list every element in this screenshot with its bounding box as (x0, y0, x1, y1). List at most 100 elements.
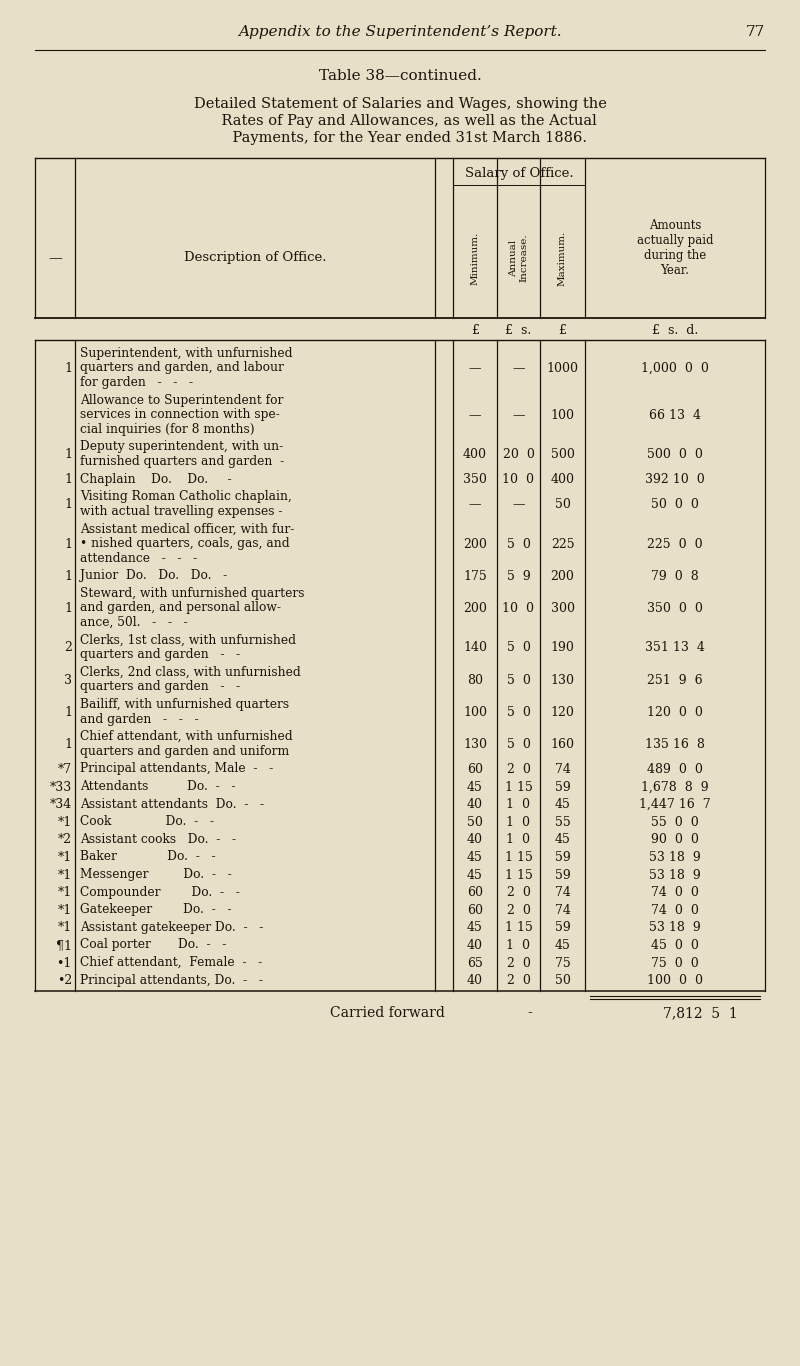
Text: £: £ (558, 324, 566, 336)
Text: 1: 1 (64, 738, 72, 751)
Text: 45: 45 (554, 833, 570, 847)
Text: 5  0: 5 0 (506, 738, 530, 751)
Text: 1 15: 1 15 (505, 780, 533, 794)
Text: 100  0  0: 100 0 0 (647, 974, 703, 988)
Text: ¶1: ¶1 (56, 938, 72, 952)
Text: • nished quarters, coals, gas, and: • nished quarters, coals, gas, and (80, 537, 290, 550)
Text: Payments, for the Year ended 31st March 1886.: Payments, for the Year ended 31st March … (214, 131, 586, 145)
Text: 59: 59 (554, 921, 570, 934)
Text: 50  0  0: 50 0 0 (651, 499, 699, 511)
Text: Superintendent, with unfurnished: Superintendent, with unfurnished (80, 347, 293, 359)
Text: 40: 40 (467, 833, 483, 847)
Text: 200: 200 (550, 570, 574, 583)
Text: 7,812  5  1: 7,812 5 1 (662, 1007, 738, 1020)
Text: 135 16  8: 135 16 8 (645, 738, 705, 751)
Text: 59: 59 (554, 851, 570, 863)
Text: Salary of Office.: Salary of Office. (465, 168, 574, 180)
Text: 40: 40 (467, 938, 483, 952)
Text: 50: 50 (554, 974, 570, 988)
Text: 200: 200 (463, 537, 487, 550)
Text: 5  0: 5 0 (506, 673, 530, 687)
Text: Annual
Increase.: Annual Increase. (509, 234, 528, 283)
Text: 1,678  8  9: 1,678 8 9 (641, 780, 709, 794)
Text: Compounder        Do.  -   -: Compounder Do. - - (80, 885, 240, 899)
Text: 40: 40 (467, 798, 483, 811)
Text: 1  0: 1 0 (506, 816, 530, 829)
Text: 1  0: 1 0 (506, 938, 530, 952)
Text: 20  0: 20 0 (502, 448, 534, 462)
Text: 3: 3 (64, 673, 72, 687)
Text: £  s.  d.: £ s. d. (652, 324, 698, 336)
Text: 489  0  0: 489 0 0 (647, 762, 703, 776)
Text: 90  0  0: 90 0 0 (651, 833, 699, 847)
Text: *1: *1 (58, 869, 72, 881)
Text: 45  0  0: 45 0 0 (651, 938, 699, 952)
Text: 45: 45 (554, 938, 570, 952)
Text: 1 15: 1 15 (505, 921, 533, 934)
Text: Principal attendants, Do.  -   -: Principal attendants, Do. - - (80, 974, 263, 986)
Text: 2: 2 (64, 642, 72, 654)
Text: 74  0  0: 74 0 0 (651, 904, 699, 917)
Text: 55  0  0: 55 0 0 (651, 816, 699, 829)
Text: Coal porter       Do.  -   -: Coal porter Do. - - (80, 938, 226, 951)
Text: 1  0: 1 0 (506, 833, 530, 847)
Text: 75: 75 (554, 956, 570, 970)
Text: 350  0  0: 350 0 0 (647, 602, 703, 615)
Text: £: £ (471, 324, 479, 336)
Text: —: — (512, 362, 525, 374)
Text: attendance   -   -   -: attendance - - - (80, 552, 198, 564)
Text: 79  0  8: 79 0 8 (651, 570, 699, 583)
Text: 1: 1 (64, 706, 72, 719)
Text: 300: 300 (550, 602, 574, 615)
Text: 74: 74 (554, 762, 570, 776)
Text: 351 13  4: 351 13 4 (645, 642, 705, 654)
Text: Attendants          Do.  -   -: Attendants Do. - - (80, 780, 235, 794)
Text: 59: 59 (554, 869, 570, 881)
Text: 77: 77 (746, 25, 765, 40)
Text: Maximum.: Maximum. (558, 231, 567, 285)
Text: 74: 74 (554, 904, 570, 917)
Text: Minimum.: Minimum. (470, 231, 479, 284)
Text: 10  0: 10 0 (502, 473, 534, 486)
Text: 350: 350 (463, 473, 487, 486)
Text: *1: *1 (58, 887, 72, 899)
Text: Junior  Do.   Do.   Do.   -: Junior Do. Do. Do. - (80, 570, 227, 582)
Text: 74: 74 (554, 887, 570, 899)
Text: 1: 1 (64, 602, 72, 615)
Text: 1: 1 (64, 537, 72, 550)
Text: 66 13  4: 66 13 4 (649, 408, 701, 422)
Text: 74  0  0: 74 0 0 (651, 887, 699, 899)
Text: 120  0  0: 120 0 0 (647, 706, 703, 719)
Text: 60: 60 (467, 762, 483, 776)
Text: 5  9: 5 9 (506, 570, 530, 583)
Text: —: — (512, 499, 525, 511)
Text: 1: 1 (64, 473, 72, 486)
Text: —: — (469, 362, 482, 374)
Text: —: — (48, 251, 62, 265)
Text: Clerks, 1st class, with unfurnished: Clerks, 1st class, with unfurnished (80, 634, 296, 646)
Text: £  s.: £ s. (506, 324, 532, 336)
Text: 53 18  9: 53 18 9 (649, 869, 701, 881)
Text: Messenger         Do.  -   -: Messenger Do. - - (80, 867, 232, 881)
Text: —: — (469, 408, 482, 422)
Text: 100: 100 (550, 408, 574, 422)
Text: 190: 190 (550, 642, 574, 654)
Text: 65: 65 (467, 956, 483, 970)
Text: 130: 130 (463, 738, 487, 751)
Text: cial inquiries (for 8 months): cial inquiries (for 8 months) (80, 423, 254, 436)
Text: 2  0: 2 0 (506, 956, 530, 970)
Text: 45: 45 (467, 921, 483, 934)
Text: 60: 60 (467, 887, 483, 899)
Text: 1,447 16  7: 1,447 16 7 (639, 798, 711, 811)
Text: with actual travelling expenses -: with actual travelling expenses - (80, 505, 282, 518)
Text: Steward, with unfurnished quarters: Steward, with unfurnished quarters (80, 587, 305, 600)
Text: 5  0: 5 0 (506, 642, 530, 654)
Text: 45: 45 (467, 851, 483, 863)
Text: 1 15: 1 15 (505, 869, 533, 881)
Text: 1: 1 (64, 448, 72, 462)
Text: 45: 45 (467, 780, 483, 794)
Text: •1: •1 (57, 956, 72, 970)
Text: 40: 40 (467, 974, 483, 988)
Text: 53 18  9: 53 18 9 (649, 921, 701, 934)
Text: Bailiff, with unfurnished quarters: Bailiff, with unfurnished quarters (80, 698, 289, 710)
